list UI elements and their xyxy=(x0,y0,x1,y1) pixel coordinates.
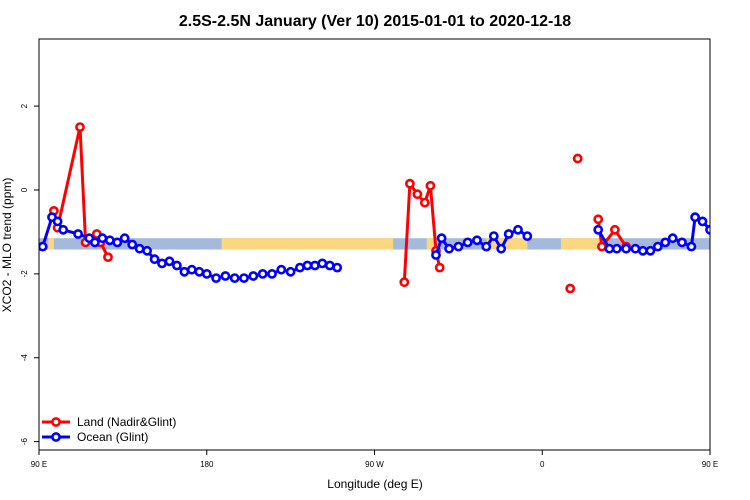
ocean-data-point xyxy=(157,258,167,269)
ocean-data-point xyxy=(90,237,100,248)
ocean-data-point xyxy=(705,224,710,235)
land-data-point xyxy=(434,262,445,273)
x-tick-label: 180 xyxy=(200,460,214,469)
y-tick-label: -4 xyxy=(20,354,29,362)
y-tick-label: 2 xyxy=(20,103,29,108)
ocean-data-point xyxy=(186,264,197,275)
land-band-segment xyxy=(560,238,602,250)
ocean-data-point xyxy=(285,266,296,277)
legend-ocean-marker xyxy=(51,432,61,442)
ocean-data-point xyxy=(119,233,130,244)
ocean-data-point xyxy=(444,243,454,254)
ocean-data-point xyxy=(645,245,656,256)
ocean-data-point xyxy=(652,241,663,252)
ocean-data-point xyxy=(229,273,240,283)
ocean-data-point xyxy=(104,235,115,246)
ocean-data-point xyxy=(513,224,523,235)
land-band-segment xyxy=(48,238,54,250)
ocean-data-point xyxy=(164,256,175,267)
ocean-data-point xyxy=(690,212,700,223)
ocean-data-point xyxy=(201,268,212,279)
ocean-data-point xyxy=(453,241,464,252)
land-band-segment xyxy=(486,238,528,250)
ocean-data-point xyxy=(134,243,145,254)
land-data-point xyxy=(565,283,576,294)
land-data-point xyxy=(399,277,410,288)
ocean-data-point xyxy=(462,237,473,248)
ocean-data-point xyxy=(686,241,697,252)
land-band-segment xyxy=(732,238,738,249)
ocean-data-point xyxy=(39,241,48,252)
y-tick-label: -2 xyxy=(20,270,29,278)
land-data-point xyxy=(593,214,604,225)
ocean-data-point xyxy=(667,233,678,244)
ocean-data-point xyxy=(677,237,687,248)
land-series-line xyxy=(402,182,442,283)
ocean-data-point xyxy=(267,268,277,279)
land-band-segment xyxy=(221,238,394,250)
x-tick-label: 0 xyxy=(540,460,545,469)
ocean-data-point xyxy=(276,264,287,275)
ocean-data-point xyxy=(496,243,507,254)
ocean-data-point xyxy=(503,229,514,239)
y-axis-label: XCO2 - MLO trend (ppm) xyxy=(0,178,14,313)
plot-area: 90 E 180 90 W 0 90 E -6 -4 -2 0 2 xyxy=(20,38,738,469)
ocean-data-point xyxy=(481,241,492,252)
ocean-data-point xyxy=(142,245,152,256)
y-tick-label: -6 xyxy=(20,438,29,446)
x-tick-label: 90 W xyxy=(365,460,384,469)
ocean-data-point xyxy=(697,216,708,227)
ocean-data-point xyxy=(488,231,499,241)
land-data-point xyxy=(425,180,436,191)
x-tick-label: 90 E xyxy=(702,460,718,469)
ocean-data-point xyxy=(73,229,83,239)
ocean-data-point xyxy=(660,237,671,248)
ocean-data-point xyxy=(302,260,313,271)
x-axis-label: Longitude (deg E) xyxy=(327,477,422,491)
chart-title: 2.5S-2.5N January (Ver 10) 2015-01-01 to… xyxy=(179,13,571,30)
ocean-data-point xyxy=(630,243,641,254)
ocean-data-point xyxy=(52,216,63,227)
land-data-point xyxy=(103,252,113,262)
ocean-data-point xyxy=(112,237,123,248)
ocean-data-point xyxy=(436,233,447,244)
land-data-point xyxy=(404,178,415,189)
ocean-data-point xyxy=(294,262,305,273)
legend-land-marker xyxy=(51,417,61,427)
ocean-data-point xyxy=(611,243,622,254)
ocean-data-point xyxy=(472,235,482,246)
ocean-data-point xyxy=(239,273,249,283)
x-tick-label: 90 E xyxy=(31,460,47,469)
land-data-point xyxy=(412,189,423,200)
ocean-data-point xyxy=(171,260,182,271)
ocean-data-point xyxy=(332,262,343,273)
ocean-data-point xyxy=(127,239,138,250)
land-data-point xyxy=(572,153,583,164)
ocean-data-point xyxy=(593,224,604,235)
land-data-point xyxy=(419,197,430,208)
ocean-data-point xyxy=(317,258,328,269)
ocean-data-point xyxy=(211,273,221,283)
y-tick-label: 0 xyxy=(20,187,29,192)
ocean-data-point xyxy=(621,243,631,254)
ocean-data-point xyxy=(431,250,441,260)
ocean-data-point xyxy=(522,231,533,241)
land-band-segment xyxy=(426,238,440,250)
ocean-data-point xyxy=(638,245,648,256)
ocean-data-point xyxy=(58,224,69,235)
ocean-data-point xyxy=(149,254,160,265)
legend-land-label: Land (Nadir&Glint) xyxy=(77,415,176,429)
legend-ocean-label: Ocean (Glint) xyxy=(77,430,148,444)
ocean-data-point xyxy=(248,271,259,281)
ocean-data-point xyxy=(220,271,231,281)
land-data-point xyxy=(597,241,607,252)
ocean-data-point xyxy=(194,266,205,277)
land-data-point xyxy=(610,224,620,235)
ocean-data-point xyxy=(257,268,268,279)
plot-content xyxy=(39,122,738,294)
legend: Land (Nadir&Glint)Ocean (Glint) xyxy=(42,415,176,444)
land-data-point xyxy=(75,122,85,132)
